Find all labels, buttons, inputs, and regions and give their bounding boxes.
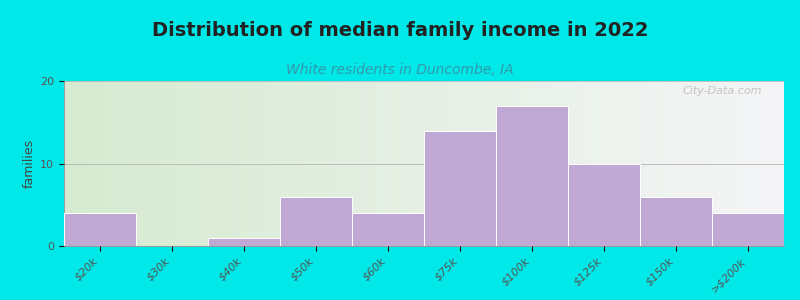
Text: White residents in Duncombe, IA: White residents in Duncombe, IA <box>286 63 514 77</box>
Bar <box>712 213 784 246</box>
Text: City-Data.com: City-Data.com <box>683 86 762 96</box>
Bar <box>280 196 352 246</box>
Bar <box>352 213 424 246</box>
Bar <box>64 213 136 246</box>
Bar <box>568 164 640 246</box>
Bar <box>496 106 568 246</box>
Bar <box>640 196 712 246</box>
Bar <box>208 238 280 246</box>
Y-axis label: families: families <box>23 139 36 188</box>
Bar <box>424 130 496 246</box>
Text: Distribution of median family income in 2022: Distribution of median family income in … <box>152 21 648 40</box>
